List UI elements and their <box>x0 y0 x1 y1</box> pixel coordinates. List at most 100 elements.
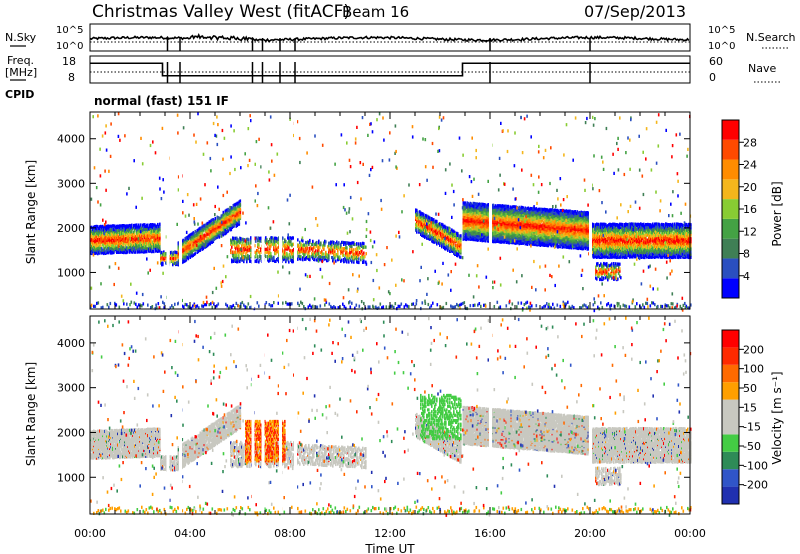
power-colorbar: 4 8 12 16 20 24 28 <box>721 119 757 299</box>
xtick-5: 20:00 <box>574 527 606 540</box>
gap-6 <box>489 316 492 514</box>
power-colorbar-tick-0: 4 <box>743 270 750 283</box>
xtick-1: 04:00 <box>174 527 206 540</box>
velocity-colorbar-swatch-2 <box>722 451 739 470</box>
nsearch-tick-top: 10^5 <box>708 25 735 36</box>
cpid-label: CPID <box>5 88 34 101</box>
power-colorbar-swatch-0 <box>722 278 739 298</box>
ytick-2: 3000 <box>57 382 85 395</box>
power-colorbar-swatch-8 <box>722 120 739 140</box>
beam-label: Beam 16 <box>342 3 409 21</box>
gap-5 <box>294 112 297 309</box>
gap-6 <box>489 112 492 309</box>
power-colorbar-tick-6: 28 <box>743 136 757 149</box>
cpid-value: normal (fast) 151 IF <box>94 94 229 108</box>
nsky-panel-frame <box>89 23 691 52</box>
power-colorbar-swatch-1 <box>722 258 739 279</box>
nave-label: Nave <box>748 62 776 75</box>
gap-4 <box>279 112 282 309</box>
velocity-colorbar-swatch-8 <box>722 347 739 365</box>
velocity-colorbar-tick-2: -50 <box>743 440 761 453</box>
nave-tick-bottom: 0 <box>709 71 716 84</box>
velocity-colorbar-tick-0: -200 <box>743 479 768 492</box>
power-colorbar-tick-1: 8 <box>743 248 750 261</box>
velocity-colorbar-swatch-4 <box>722 417 739 435</box>
gap-4 <box>279 316 282 514</box>
gap-3 <box>261 112 265 309</box>
xtick-2: 08:00 <box>274 527 306 540</box>
power-colorbar-tick-5: 24 <box>743 159 757 172</box>
gap-5 <box>294 316 297 514</box>
velocity-colorbar-tick-7: 200 <box>743 343 764 356</box>
nsky-tick-bottom: 10^0 <box>56 41 83 52</box>
nsky-label: N.Sky <box>5 31 37 44</box>
power-panel: 1000 2000 3000 4000 <box>57 111 692 313</box>
power-colorbar-swatch-3 <box>722 218 739 239</box>
freq-tick-top: 18 <box>62 55 76 68</box>
freq-line <box>90 62 690 77</box>
xtick-6: 00:00 <box>674 527 706 540</box>
power-colorbar-swatch-2 <box>722 238 739 259</box>
velocity-colorbar-swatch-1 <box>722 469 739 487</box>
power-colorbar-tick-4: 20 <box>743 181 757 194</box>
velocity-colorbar-swatch-6 <box>722 382 739 400</box>
date-label: 07/Sep/2013 <box>584 2 686 21</box>
velocity-panel: 1000 2000 3000 4000 <box>57 315 692 517</box>
gap-2 <box>251 316 255 514</box>
nsky-tick-top: 10^5 <box>56 25 83 36</box>
power-colorbar-swatch-6 <box>722 159 739 180</box>
velocity-colorbar-tick-5: 50 <box>743 382 757 395</box>
velocity-colorbar-swatch-3 <box>722 434 739 452</box>
power-colorbar-swatch-4 <box>722 199 739 219</box>
freq-panel-frame <box>89 55 691 84</box>
power-colorbar-swatch-5 <box>722 179 739 200</box>
velocity-colorbar-tick-1: -100 <box>743 459 768 472</box>
power-ylabel: Slant Range [km] <box>24 160 38 264</box>
plot-title: Christmas Valley West (fitACF) <box>92 2 350 22</box>
power-colorbar-swatch-7 <box>722 139 739 160</box>
power-colorbar-tick-2: 12 <box>743 225 757 238</box>
velocity-colorbar-swatch-9 <box>722 330 739 348</box>
xtick-3: 12:00 <box>374 527 406 540</box>
gap-0 <box>166 316 170 514</box>
velocity-colorbar-swatch-5 <box>722 399 739 417</box>
freq-tick-bottom: 8 <box>68 71 75 84</box>
xlabel: Time UT <box>364 542 415 554</box>
velocity-colorbar-tick-4: 15 <box>743 401 757 414</box>
xtick-0: 00:00 <box>74 527 106 540</box>
time-axis: 00:00 04:00 08:00 12:00 16:00 20:00 00:00 <box>74 527 706 540</box>
nsearch-label: N.Search <box>746 31 796 44</box>
gap-1 <box>179 112 182 309</box>
ytick-0: 1000 <box>57 471 85 484</box>
gap-2 <box>251 112 255 309</box>
ytick-3: 4000 <box>57 133 85 146</box>
gap-7 <box>589 112 592 309</box>
freq-label-line1: Freq. <box>7 54 34 67</box>
freq-series <box>90 62 690 83</box>
power-colorbar-label: Power [dB] <box>770 181 784 246</box>
ytick-1: 2000 <box>57 426 85 439</box>
gap-7 <box>589 316 592 514</box>
nsky-line <box>89 32 690 43</box>
velocity-colorbar-label: Velocity [m s⁻¹] <box>770 371 784 464</box>
xtick-4: 16:00 <box>474 527 506 540</box>
velocity-colorbar-swatch-0 <box>722 486 739 504</box>
gap-0 <box>166 112 170 309</box>
velocity-colorbar-tick-6: 100 <box>743 363 764 376</box>
freq-label-line2: [MHz] <box>5 66 37 79</box>
ytick-3: 4000 <box>57 337 85 350</box>
ytick-2: 3000 <box>57 177 85 190</box>
nave-tick-top: 60 <box>709 55 723 68</box>
nsearch-tick-bottom: 10^0 <box>708 41 735 52</box>
gap-3 <box>261 316 265 514</box>
velocity-colorbar-frame <box>721 329 740 505</box>
ytick-1: 2000 <box>57 222 85 235</box>
velocity-colorbar-tick-3: -15 <box>743 421 761 434</box>
velocity-colorbar-swatch-7 <box>722 364 739 383</box>
ytick-0: 1000 <box>57 266 85 279</box>
power-colorbar-tick-3: 16 <box>743 203 757 216</box>
gap-1 <box>179 316 182 514</box>
velocity-ylabel: Slant Range [km] <box>24 362 38 466</box>
